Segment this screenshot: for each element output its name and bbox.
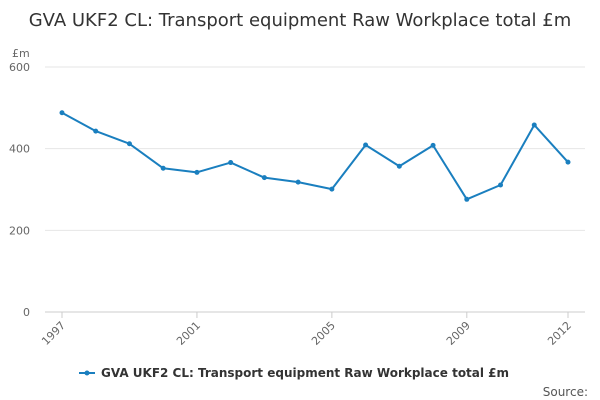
data-point[interactable] xyxy=(261,175,267,181)
y-tick-label: 400 xyxy=(9,143,30,156)
y-unit-label: £m xyxy=(12,47,30,60)
y-tick-label: 200 xyxy=(9,224,30,237)
data-point[interactable] xyxy=(160,165,166,171)
y-tick-label: 0 xyxy=(23,306,30,319)
x-tick-label: 2001 xyxy=(174,319,203,348)
data-point[interactable] xyxy=(194,169,200,175)
data-point[interactable] xyxy=(531,122,537,128)
gridlines xyxy=(45,66,585,313)
data-point[interactable] xyxy=(565,159,571,165)
y-axis-ticks: 0 200 400 600 xyxy=(9,61,30,319)
data-point[interactable] xyxy=(498,182,504,188)
source-label: Source: xyxy=(543,385,588,399)
x-tick-label: 2009 xyxy=(444,319,473,348)
data-point[interactable] xyxy=(363,142,369,148)
data-point[interactable] xyxy=(228,160,234,166)
data-point[interactable] xyxy=(430,142,436,148)
data-point[interactable] xyxy=(329,186,335,192)
legend-label: GVA UKF2 CL: Transport equipment Raw Wor… xyxy=(101,366,509,380)
y-tick-label: 600 xyxy=(9,61,30,74)
data-point[interactable] xyxy=(126,141,132,147)
data-point[interactable] xyxy=(93,128,99,134)
series-group xyxy=(59,110,571,202)
data-point[interactable] xyxy=(464,196,470,202)
x-tick-label: 2005 xyxy=(309,319,338,348)
series-line xyxy=(61,111,569,201)
legend[interactable]: GVA UKF2 CL: Transport equipment Raw Wor… xyxy=(79,366,509,380)
x-tick-label: 2012 xyxy=(545,319,574,348)
x-axis: 1997 2001 2005 2009 2012 xyxy=(39,312,574,348)
x-tick-label: 1997 xyxy=(39,319,68,348)
legend-point-marker xyxy=(84,370,90,376)
data-point[interactable] xyxy=(396,163,402,169)
data-point[interactable] xyxy=(59,110,65,116)
chart-title: GVA UKF2 CL: Transport equipment Raw Wor… xyxy=(29,10,572,31)
data-point[interactable] xyxy=(295,179,301,185)
